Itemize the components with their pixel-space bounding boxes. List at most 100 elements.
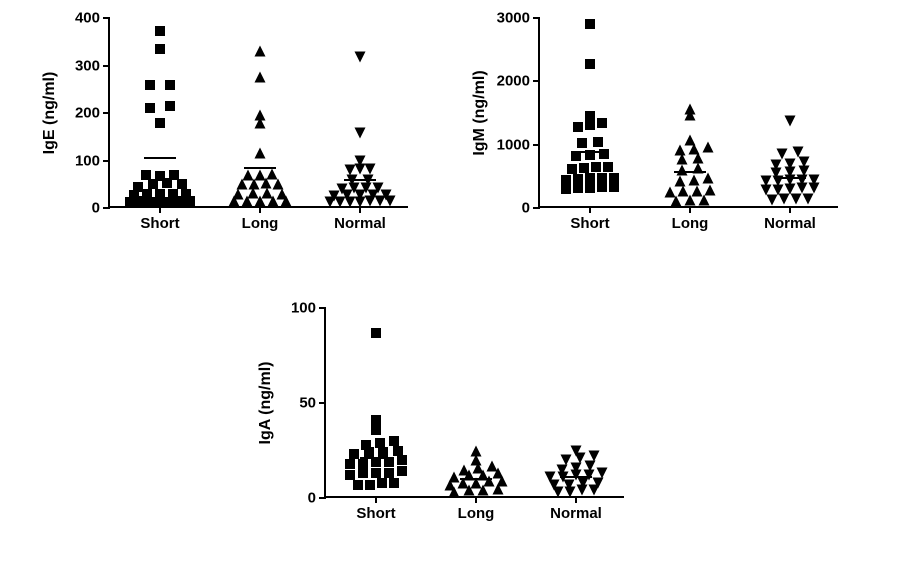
mean-bar <box>674 171 706 173</box>
data-point <box>155 44 165 54</box>
data-point <box>255 195 266 206</box>
data-point <box>779 194 790 205</box>
data-point <box>255 148 266 159</box>
data-point <box>355 51 366 62</box>
data-point <box>162 178 172 188</box>
y-tick <box>533 207 540 209</box>
data-point <box>573 183 583 193</box>
data-point <box>493 483 504 494</box>
data-point <box>378 447 388 457</box>
data-point <box>145 80 155 90</box>
data-point <box>267 168 278 179</box>
mean-bar <box>344 179 376 181</box>
data-point <box>168 189 178 199</box>
data-point <box>345 459 355 469</box>
data-point <box>557 464 568 475</box>
data-point <box>785 158 796 169</box>
data-point <box>255 169 266 180</box>
data-point <box>133 182 143 192</box>
x-tick-label: Short <box>570 215 609 232</box>
y-tick-label: 200 <box>75 105 100 122</box>
data-point <box>449 487 460 498</box>
data-point <box>692 185 703 196</box>
data-point <box>597 173 607 183</box>
data-point <box>185 196 195 206</box>
y-axis-label: IgE (ng/ml) <box>41 72 59 155</box>
data-point <box>129 190 139 200</box>
data-point <box>165 80 175 90</box>
x-tick-label: Long <box>672 215 709 232</box>
data-point <box>135 196 145 206</box>
y-tick <box>319 402 326 404</box>
data-point <box>175 196 185 206</box>
data-point <box>229 195 240 206</box>
data-point <box>609 182 619 192</box>
data-point <box>361 183 372 194</box>
data-point <box>255 72 266 83</box>
data-point <box>603 162 613 172</box>
data-point <box>358 459 368 469</box>
data-point <box>585 111 595 121</box>
data-point <box>585 19 595 29</box>
data-point <box>281 195 292 206</box>
data-point <box>393 446 403 456</box>
x-tick <box>789 206 791 213</box>
y-tick <box>103 112 110 114</box>
mean-bar <box>574 151 606 153</box>
data-point <box>142 189 152 199</box>
data-point <box>577 138 587 148</box>
data-point <box>561 175 571 185</box>
data-point <box>575 453 586 464</box>
data-point <box>349 183 360 194</box>
y-tick <box>319 497 326 499</box>
data-point <box>761 176 772 187</box>
data-point <box>561 184 571 194</box>
data-point <box>459 464 470 475</box>
x-tick-label: Normal <box>550 505 602 522</box>
data-point <box>155 26 165 36</box>
data-point <box>249 179 260 190</box>
y-axis-label: IgA (ng/ml) <box>257 362 275 445</box>
x-tick <box>689 206 691 213</box>
y-tick-label: 50 <box>299 395 316 412</box>
data-point <box>125 197 135 207</box>
panel-iga: 050100ShortLongNormalIgA (ng/ml) <box>246 298 656 548</box>
data-point <box>365 196 376 207</box>
data-point <box>345 165 356 176</box>
data-point <box>809 183 820 194</box>
y-tick-label: 2000 <box>497 73 530 90</box>
data-point <box>377 478 387 488</box>
data-point <box>797 183 808 194</box>
data-point <box>255 110 266 121</box>
data-point <box>255 46 266 57</box>
data-point <box>365 164 376 175</box>
x-tick-label: Short <box>356 505 395 522</box>
data-point <box>464 485 475 496</box>
data-point <box>237 179 248 190</box>
data-point <box>793 147 804 158</box>
y-tick-label: 0 <box>92 200 100 217</box>
data-point <box>277 188 288 199</box>
data-point <box>478 485 489 496</box>
data-point <box>703 142 714 153</box>
data-point <box>273 179 284 190</box>
x-tick <box>159 206 161 213</box>
data-point <box>685 195 696 206</box>
y-tick-label: 300 <box>75 57 100 74</box>
data-point <box>473 462 484 473</box>
data-point <box>375 438 385 448</box>
data-point <box>585 183 595 193</box>
data-point <box>355 189 366 200</box>
data-point <box>145 103 155 113</box>
data-point <box>567 164 577 174</box>
data-point <box>665 186 676 197</box>
x-tick <box>589 206 591 213</box>
data-point <box>579 163 589 173</box>
data-point <box>777 149 788 160</box>
data-point <box>571 462 582 473</box>
mean-bar <box>144 157 176 159</box>
data-point <box>373 183 384 194</box>
data-point <box>471 455 482 466</box>
data-point <box>773 184 784 195</box>
data-point <box>365 480 375 490</box>
